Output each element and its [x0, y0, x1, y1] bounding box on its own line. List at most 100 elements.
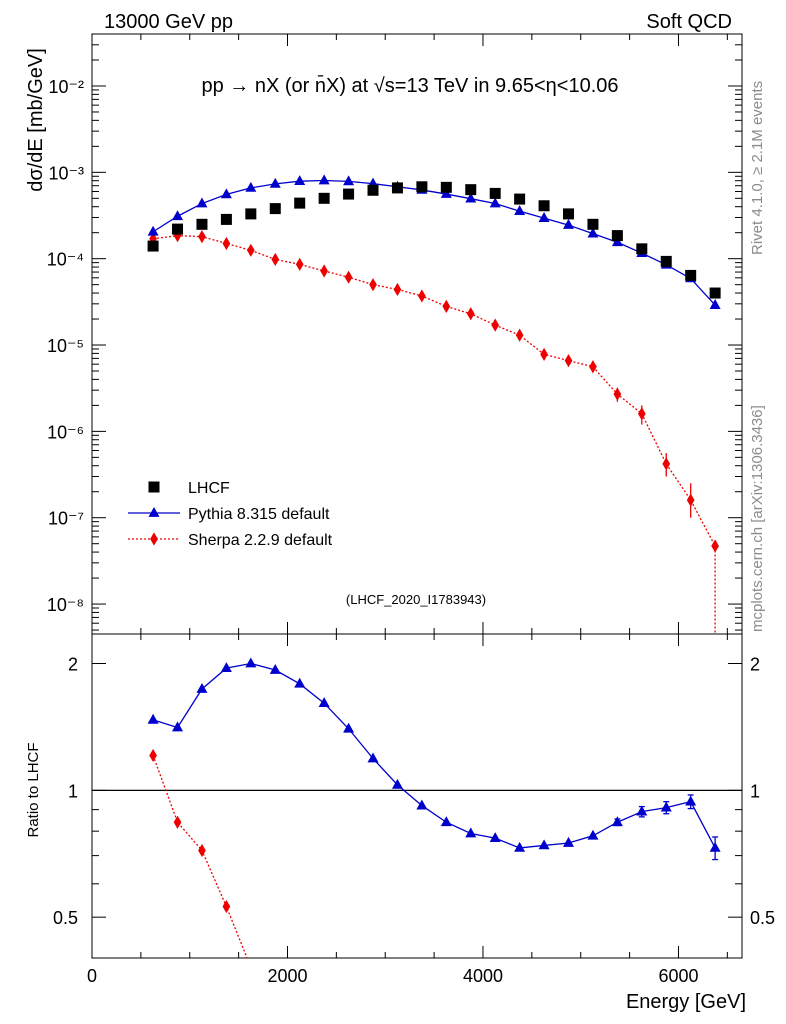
sherpa-point [662, 457, 671, 471]
pythia-point [587, 227, 599, 238]
ratio-plot-data [92, 657, 742, 974]
sherpa-point [515, 328, 524, 342]
sherpa-point [564, 354, 573, 368]
analysis-tag: (LHCF_2020_I1783943) [346, 592, 486, 607]
legend: LHCF Pythia 8.315 default Sherpa 2.2.9 def… [128, 480, 333, 549]
sherpa-point [613, 387, 622, 401]
ratio-pythia-point [563, 836, 575, 847]
lhcf-point [587, 218, 599, 230]
sherpa-point [271, 252, 280, 267]
legend-label: LHCF [188, 480, 230, 497]
lhcf-point [391, 182, 403, 194]
ratio-pythia-point [343, 722, 355, 733]
sherpa-point [711, 539, 719, 553]
pythia-point [709, 299, 721, 309]
lhcf-point [636, 243, 648, 255]
x-axis-label: Energy [GeV] [626, 991, 746, 1013]
ratio-pythia-point [318, 697, 330, 708]
lhcf-point [538, 200, 550, 212]
pythia-point [465, 192, 477, 203]
ratio-pythia-point [709, 841, 721, 852]
header-left: 13000 GeV pp [104, 11, 233, 33]
lhcf-point [343, 188, 355, 200]
lhcf-point [294, 197, 306, 209]
main-y-tick-label: 10⁻⁴ [47, 250, 84, 270]
x-tick-label: 4000 [463, 966, 503, 986]
ratio-y-tick-label-right: 2 [750, 655, 760, 675]
pythia-point [489, 197, 501, 208]
pythia-point [220, 188, 232, 199]
ratio-y-axis-label: Ratio to LHCF [25, 742, 42, 837]
ratio-pythia-point [147, 713, 159, 724]
legend-marker-square [148, 481, 160, 493]
main-y-tick-label: 10⁻² [48, 77, 84, 97]
lhcf-point [709, 287, 721, 299]
pythia-point [514, 205, 526, 216]
pythia-point [147, 225, 159, 236]
ratio-sherpa-line [152, 755, 248, 958]
lhcf-point [563, 208, 575, 220]
sherpa-point [540, 347, 548, 361]
ratio-pythia-point [440, 816, 452, 827]
sherpa-point [295, 257, 304, 271]
lhcf-point [489, 187, 501, 199]
sherpa-point [393, 282, 402, 297]
pythia-point [269, 177, 281, 188]
ratio-pythia-point [172, 721, 184, 732]
axis-labels: 0 2000 4000 6000 10⁻⁸ 10⁻⁷ 10⁻⁶ 10⁻⁵ 10⁻⁴ 10⁻³ 10⁻… [47, 77, 775, 986]
ratio-pythia-point [514, 841, 526, 852]
ratio-sherpa-point [222, 899, 231, 914]
pythia-point [245, 181, 257, 192]
sherpa-point [418, 289, 426, 303]
rivet-version-label: Rivet 4.1.0, ≥ 2.1M events [749, 81, 766, 255]
ratio-pythia-point [245, 657, 257, 668]
ratio-pythia-point [416, 799, 428, 810]
ratio-pythia-point [538, 839, 550, 850]
ratio-y-tick-label: 1 [68, 781, 78, 801]
main-y-tick-label: 10⁻³ [48, 163, 84, 183]
ratio-plot-frame [91, 633, 743, 959]
sherpa-point [637, 407, 646, 421]
lhcf-point [514, 193, 526, 205]
x-tick-label: 6000 [658, 966, 698, 986]
pythia-point [172, 210, 184, 221]
lhcf-point [440, 181, 452, 193]
ratio-pythia-point [391, 778, 403, 789]
ratio-pythia-point [611, 816, 623, 827]
ratio-y-tick-label-right: 0.5 [750, 908, 775, 928]
lhcf-point [660, 255, 672, 267]
ratio-pythia-point [636, 805, 648, 816]
pythia-point [294, 175, 306, 186]
ratio-pythia-point [367, 752, 379, 763]
main-y-axis-label: dσ/dE [mb/GeV] [25, 48, 47, 192]
sherpa-point [344, 270, 353, 284]
lhcf-point [245, 208, 257, 220]
sherpa-point [442, 299, 451, 314]
main-y-tick-label: 10⁻⁶ [47, 422, 84, 442]
ratio-y-tick-label-right: 1 [750, 781, 760, 801]
mcplots-label: mcplots.cern.ch [arXiv:1306.3436] [749, 405, 766, 632]
ratio-plot-clip-group [92, 657, 742, 974]
ratio-pythia-point [294, 677, 306, 688]
ratio-y-tick-label: 0.5 [53, 908, 78, 928]
legend-marker-triangle [148, 506, 160, 517]
lhcf-point [416, 181, 428, 193]
ratio-sherpa-point [247, 961, 255, 974]
pythia-point [196, 197, 208, 208]
sherpa-point [320, 264, 328, 278]
pythia-point [563, 219, 575, 229]
sherpa-line [153, 234, 716, 634]
ratio-pythia-line [152, 662, 716, 849]
sherpa-point [686, 493, 695, 507]
sherpa-point [589, 360, 597, 374]
ratio-pythia-point [220, 662, 232, 672]
pythia-line [152, 179, 716, 306]
lhcf-point [147, 240, 159, 252]
lhcf-point [172, 223, 184, 235]
ratio-pythia-point [489, 832, 501, 843]
lhcf-point [367, 184, 379, 196]
lhcf-point [465, 184, 477, 196]
ratio-pythia-point [465, 827, 477, 838]
legend-label: Sherpa 2.2.9 default [188, 532, 333, 549]
